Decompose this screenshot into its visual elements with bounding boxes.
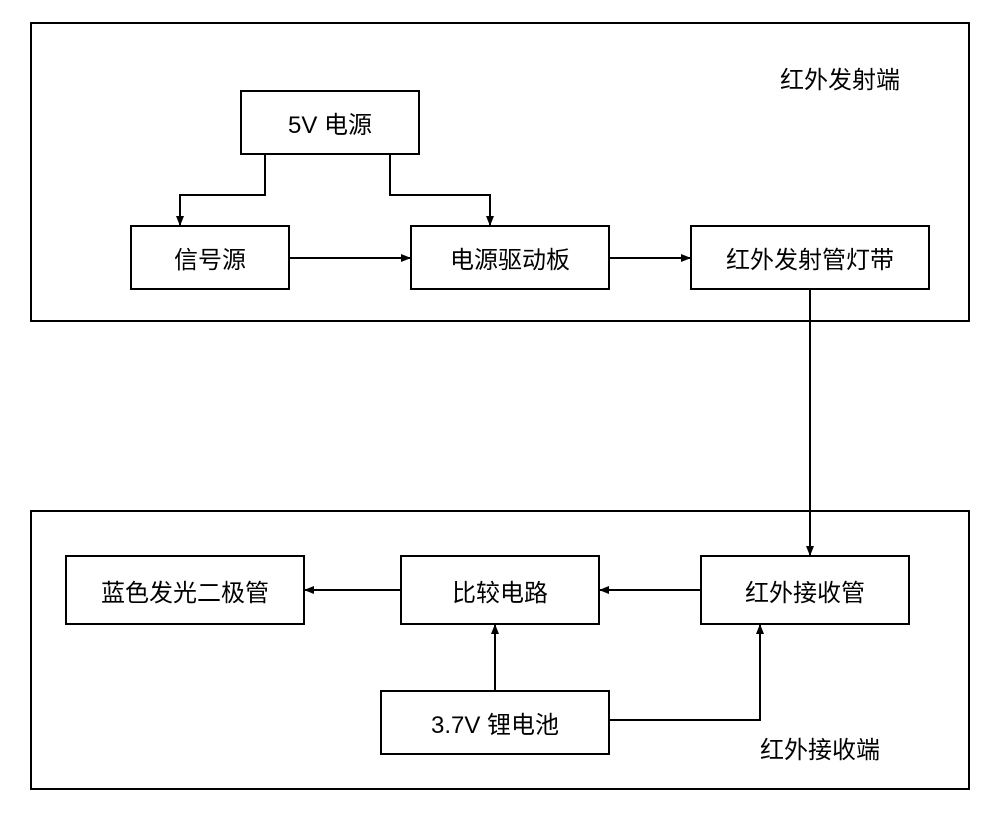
node-battery: 3.7V 锂电池 <box>380 690 610 755</box>
node-label-driver: 电源驱动板 <box>450 240 570 275</box>
node-label-battery: 3.7V 锂电池 <box>431 705 559 740</box>
node-label-signal: 信号源 <box>174 240 246 275</box>
node-power5v: 5V 电源 <box>240 90 420 155</box>
node-label-blueled: 蓝色发光二极管 <box>101 573 269 608</box>
container-label-receiver: 红外接收端 <box>760 730 880 765</box>
node-label-irrecv: 红外接收管 <box>745 573 865 608</box>
node-label-power5v: 5V 电源 <box>288 105 372 140</box>
node-label-compare: 比较电路 <box>452 573 548 608</box>
node-blueled: 蓝色发光二极管 <box>65 555 305 625</box>
node-irled: 红外发射管灯带 <box>690 225 930 290</box>
node-signal: 信号源 <box>130 225 290 290</box>
node-driver: 电源驱动板 <box>410 225 610 290</box>
node-irrecv: 红外接收管 <box>700 555 910 625</box>
node-compare: 比较电路 <box>400 555 600 625</box>
node-label-irled: 红外发射管灯带 <box>726 240 894 275</box>
container-label-transmitter: 红外发射端 <box>780 60 900 95</box>
